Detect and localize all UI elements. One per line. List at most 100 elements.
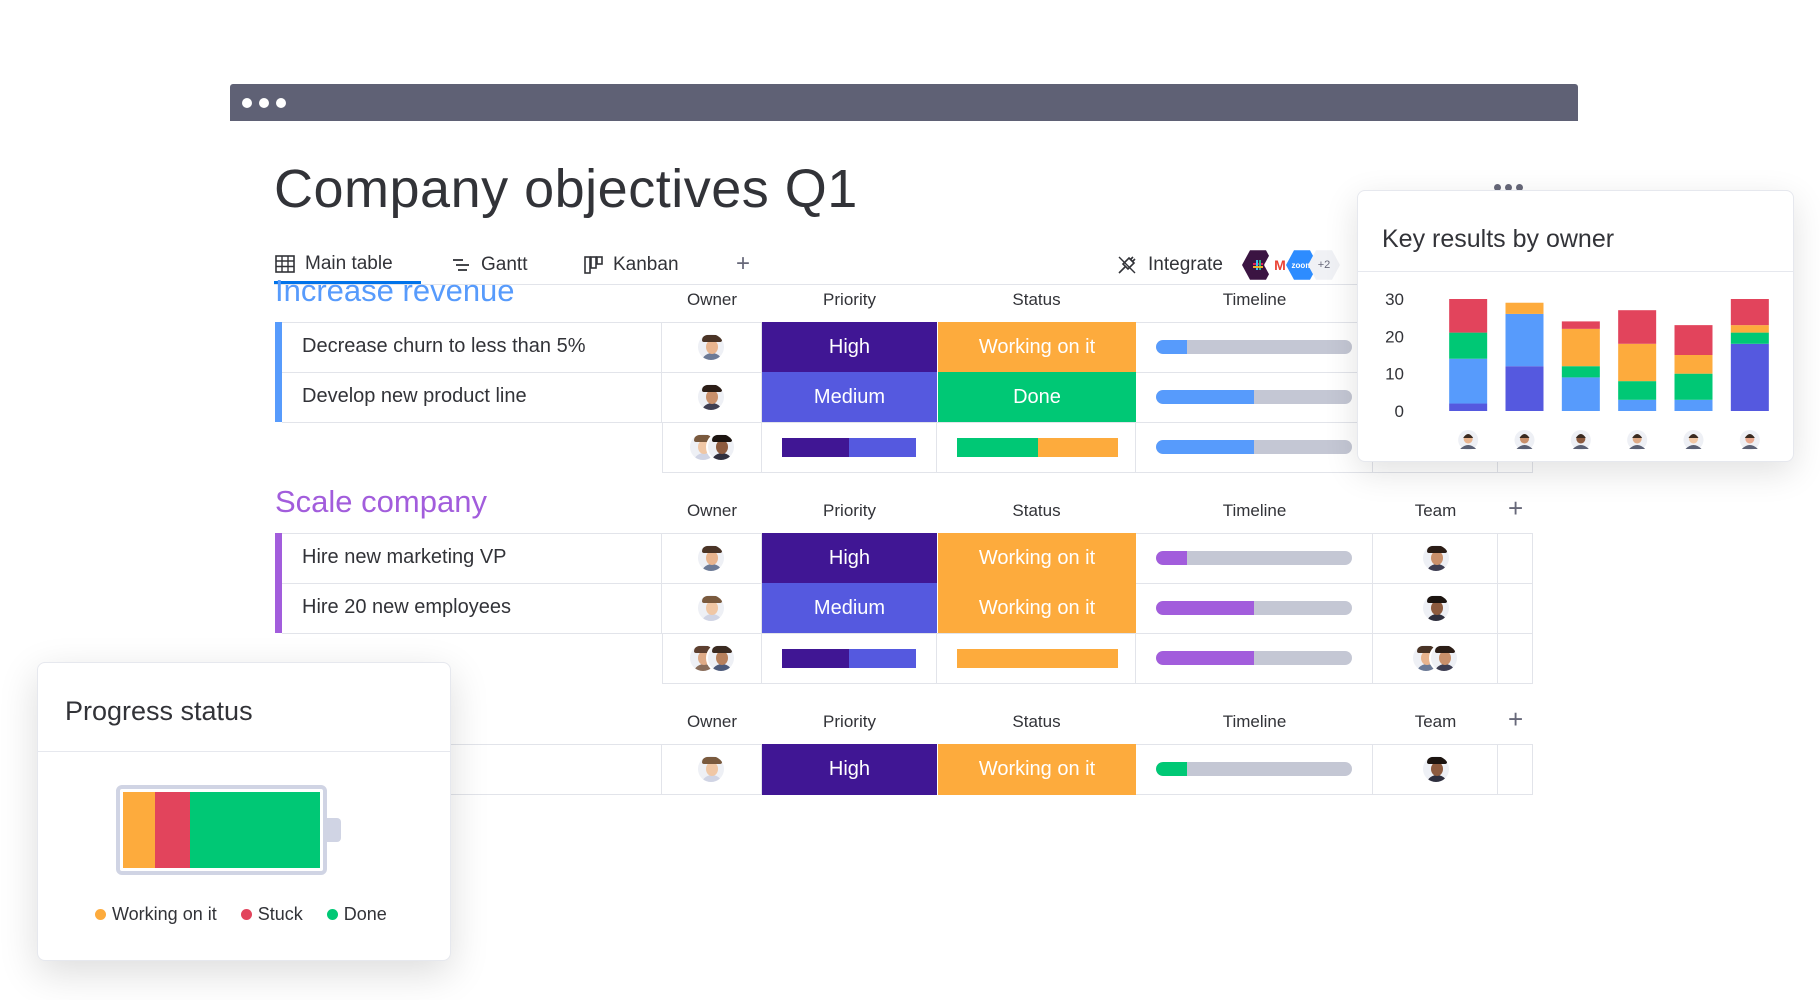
chart-bar-segment[interactable] (1730, 325, 1769, 333)
group-color-bar (275, 583, 282, 633)
timeline-bar[interactable] (1156, 762, 1352, 776)
chart-bar-segment[interactable] (1674, 373, 1713, 400)
task-name[interactable]: Decrease churn to less than 5% (302, 335, 586, 357)
column-header-team[interactable]: Team (1414, 501, 1457, 520)
add-view-button[interactable]: + (736, 250, 751, 277)
avatar[interactable] (696, 593, 726, 623)
chart-bar-segment[interactable] (1618, 381, 1657, 400)
avatar-face (706, 390, 718, 404)
column-header-owner[interactable]: Owner (686, 712, 738, 731)
column-header-owner[interactable]: Owner (686, 501, 738, 520)
owner-avatar[interactable] (1683, 430, 1704, 450)
avatar[interactable] (706, 643, 736, 673)
avatar[interactable] (1421, 543, 1451, 573)
column-header-priority[interactable]: Priority (823, 290, 876, 309)
task-name[interactable]: Hire new marketing VP (302, 546, 507, 568)
avatar-body (1426, 775, 1448, 782)
task-name-cell[interactable] (282, 372, 662, 423)
add-column-button[interactable]: + (1508, 704, 1524, 734)
status-label[interactable]: Working on it (937, 583, 1136, 634)
group-title[interactable]: Increase revenue (275, 273, 515, 308)
owner-avatar[interactable] (1570, 430, 1591, 450)
task-name[interactable]: Hire 20 new employees (302, 596, 511, 618)
chart-bar-segment[interactable] (1505, 302, 1544, 314)
avatar[interactable] (696, 382, 726, 412)
column-header-timeline[interactable]: Timeline (1222, 501, 1287, 520)
group-title[interactable]: Scale company (275, 484, 487, 519)
column-header-owner[interactable]: Owner (686, 290, 738, 309)
chart-bar-segment[interactable] (1730, 343, 1769, 411)
chart-bar-segment[interactable] (1674, 399, 1713, 411)
column-header-status[interactable]: Status (1012, 501, 1061, 520)
more-options-icon[interactable] (1494, 184, 1523, 191)
avatar[interactable] (696, 332, 726, 362)
priority-label[interactable]: Medium (762, 583, 937, 634)
chart-bar-segment[interactable] (1561, 321, 1600, 329)
owner-avatar[interactable] (1514, 430, 1535, 450)
avatar[interactable] (696, 754, 726, 784)
owner-cell[interactable] (662, 744, 762, 795)
chart-bar-segment[interactable] (1674, 355, 1713, 374)
chart-bar-segment[interactable] (1561, 328, 1600, 367)
plug-icon (1118, 256, 1136, 274)
column-header-status[interactable]: Status (1012, 712, 1061, 731)
chart-bar-segment[interactable] (1505, 313, 1544, 367)
avatar[interactable] (696, 543, 726, 573)
timeline-bar[interactable] (1156, 551, 1352, 565)
card-divider (1358, 271, 1793, 272)
status-label[interactable]: Working on it (937, 533, 1136, 584)
chart-bar-segment[interactable] (1618, 399, 1657, 411)
task-name-cell[interactable] (282, 744, 662, 795)
chart-bar-segment[interactable] (1561, 377, 1600, 411)
status-segment (957, 649, 1118, 668)
chart-bar-segment[interactable] (1449, 403, 1488, 411)
status-label[interactable]: Done (937, 372, 1136, 423)
priority-segment (782, 438, 849, 457)
avatar[interactable] (706, 432, 736, 462)
chart-bar-segment[interactable] (1674, 325, 1713, 355)
legend-item: Done (326, 904, 387, 925)
priority-label[interactable]: Medium (762, 372, 937, 423)
tab-gantt[interactable]: Gantt (450, 246, 527, 284)
column-header-team[interactable]: Team (1414, 712, 1457, 731)
team-cell[interactable] (1373, 744, 1498, 795)
owner-avatar[interactable] (1627, 430, 1648, 450)
column-header-status[interactable]: Status (1012, 290, 1061, 309)
integration-icons[interactable]: M zoom +2 (1242, 248, 1362, 282)
tabs-divider (274, 284, 1372, 285)
priority-label[interactable]: High (762, 322, 937, 373)
timeline-cell[interactable] (1136, 744, 1373, 795)
y-tick-label: 30 (1385, 290, 1404, 309)
add-column-button[interactable]: + (1508, 493, 1524, 523)
priority-label[interactable]: High (762, 533, 937, 584)
integrate-button[interactable]: Integrate (1116, 246, 1223, 284)
priority-label[interactable]: High (762, 744, 937, 795)
chart-bar-segment[interactable] (1618, 343, 1657, 382)
owner-avatar[interactable] (1458, 430, 1479, 450)
column-header-timeline[interactable]: Timeline (1222, 712, 1287, 731)
timeline-bar[interactable] (1156, 601, 1352, 615)
status-label[interactable]: Working on it (937, 744, 1136, 795)
chart-bar-segment[interactable] (1449, 332, 1488, 359)
chart-bar-segment[interactable] (1730, 299, 1769, 326)
avatar[interactable] (1421, 593, 1451, 623)
chart-bar-segment[interactable] (1561, 366, 1600, 378)
chart-bar-segment[interactable] (1618, 310, 1657, 344)
task-name[interactable]: Develop new product line (302, 385, 527, 407)
status-label[interactable]: Working on it (937, 322, 1136, 373)
owner-avatar[interactable] (1739, 430, 1760, 450)
tab-kanban[interactable]: Kanban (582, 246, 679, 284)
avatar[interactable] (1421, 754, 1451, 784)
column-header-priority[interactable]: Priority (823, 712, 876, 731)
chart-bar-segment[interactable] (1730, 332, 1769, 344)
column-header-timeline[interactable]: Timeline (1222, 290, 1287, 309)
chart-bar-segment[interactable] (1449, 358, 1488, 404)
chart-bar-segment[interactable] (1449, 299, 1488, 333)
timeline-bar[interactable] (1156, 340, 1352, 354)
timeline-bar[interactable] (1156, 390, 1352, 404)
task-name-cell[interactable] (282, 583, 662, 634)
tab-main-table[interactable]: Main table (274, 246, 421, 284)
column-header-priority[interactable]: Priority (823, 501, 876, 520)
avatar[interactable] (1429, 643, 1459, 673)
chart-bar-segment[interactable] (1505, 366, 1544, 411)
